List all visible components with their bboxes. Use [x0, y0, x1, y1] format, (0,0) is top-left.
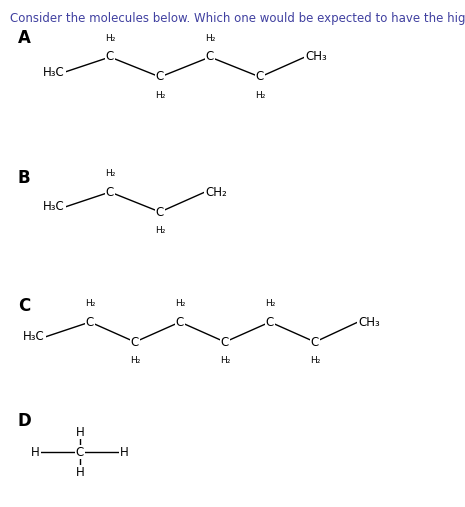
Text: Consider the molecules below. Which one would be expected to have the highest bo: Consider the molecules below. Which one …	[10, 12, 465, 25]
Text: H₂: H₂	[265, 299, 275, 308]
Text: H₂: H₂	[175, 299, 185, 308]
Text: C: C	[221, 336, 229, 348]
Text: C: C	[256, 70, 264, 84]
Text: A: A	[18, 29, 31, 47]
Text: C: C	[18, 297, 30, 315]
Text: H₃C: H₃C	[43, 65, 65, 79]
Text: H₂: H₂	[255, 91, 265, 100]
Text: H: H	[76, 425, 84, 439]
Text: H: H	[76, 465, 84, 479]
Text: CH₂: CH₂	[205, 186, 227, 199]
Text: H₂: H₂	[130, 356, 140, 365]
Text: H₂: H₂	[155, 91, 165, 100]
Text: CH₃: CH₃	[305, 51, 327, 63]
Text: H₂: H₂	[105, 34, 115, 43]
Text: C: C	[76, 446, 84, 458]
Text: H₂: H₂	[155, 226, 165, 235]
Text: C: C	[106, 51, 114, 63]
Text: H₂: H₂	[85, 299, 95, 308]
Text: H₃C: H₃C	[23, 331, 45, 344]
Text: H₂: H₂	[105, 169, 115, 178]
Text: B: B	[18, 169, 31, 187]
Text: C: C	[311, 336, 319, 348]
Text: C: C	[106, 186, 114, 199]
Text: C: C	[156, 70, 164, 84]
Text: C: C	[206, 51, 214, 63]
Text: CH₃: CH₃	[358, 315, 380, 329]
Text: C: C	[176, 315, 184, 329]
Text: H: H	[120, 446, 129, 458]
Text: H₂: H₂	[205, 34, 215, 43]
Text: C: C	[266, 315, 274, 329]
Text: H: H	[31, 446, 40, 458]
Text: H₃C: H₃C	[43, 200, 65, 213]
Text: H₂: H₂	[220, 356, 230, 365]
Text: H₂: H₂	[310, 356, 320, 365]
Text: C: C	[131, 336, 139, 348]
Text: C: C	[86, 315, 94, 329]
Text: C: C	[156, 205, 164, 219]
Text: D: D	[18, 412, 32, 430]
